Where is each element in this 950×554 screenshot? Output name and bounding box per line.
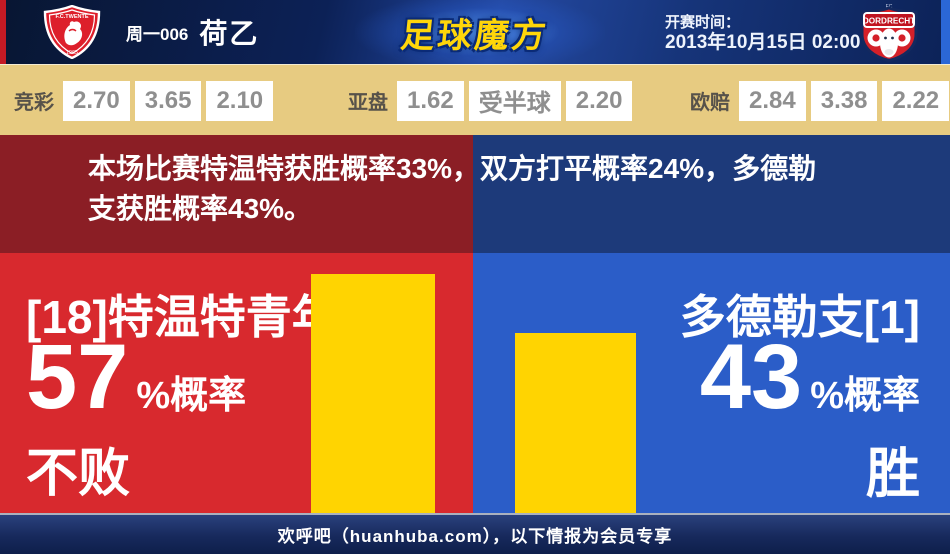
odds-label-jingcai: 竞彩 (14, 92, 54, 114)
kickoff-block: 开赛时间： 2013年10月15日 02:00 (665, 14, 860, 54)
home-probability-unit: %概率 (136, 375, 247, 417)
home-probability-value: 57 (26, 326, 129, 428)
odds-group-oupei: 欧赔 2.84 3.38 2.22 (690, 65, 950, 136)
right-blue-edge (941, 0, 950, 64)
home-probability: 57 %概率 (26, 331, 246, 423)
svg-text:F.C.TWENTE: F.C.TWENTE (56, 14, 89, 20)
summary-strip-home-bg (0, 135, 473, 253)
match-info: 周一006 荷乙 (126, 0, 259, 64)
kickoff-time: 2013年10月15日 02:00 (665, 32, 861, 53)
odds-value-box: 1.62 (397, 80, 464, 121)
away-probability-unit: %概率 (810, 375, 920, 417)
odds-value-box: 2.10 (206, 80, 274, 121)
footer-bar: 欢呼吧（huanhuba.com），以下情报为会员专享 (0, 515, 950, 554)
summary-strip (0, 135, 950, 253)
brand-glow (355, 0, 605, 70)
odds-bar: 竞彩 2.70 3.65 2.10 亚盘 1.62 受半球 2.20 欧赔 2.… (0, 64, 950, 135)
site-logo-zuqiumofang: 足球魔方 (398, 16, 551, 55)
left-red-edge (0, 0, 6, 64)
footer-promo-text: 欢呼吧（huanhuba.com），以下情报为会员专享 (277, 527, 673, 546)
odds-value-box: 2.22 (882, 80, 950, 121)
odds-value-box: 2.70 (63, 80, 130, 121)
svg-text:1965: 1965 (66, 50, 78, 56)
match-probability-summary: 本场比赛特温特获胜概率33%，双方打平概率24%，多德勒支获胜概率43%。 (88, 153, 817, 224)
league-name: 荷乙 (199, 18, 260, 49)
away-probability: 43 %概率 (700, 331, 920, 423)
home-team-crest-twente-icon: F.C.TWENTE 1965 (43, 5, 101, 59)
away-team-name: 多德勒支[1] (679, 291, 920, 343)
away-outcome: 胜 (866, 444, 920, 504)
odds-value-box: 3.65 (134, 80, 202, 121)
odds-value-box: 2.20 (565, 80, 633, 121)
odds-label-oupei: 欧赔 (690, 92, 730, 114)
away-team-crest-dordrecht-icon: FC DORDRECHT (860, 4, 918, 62)
header-bar: F.C.TWENTE 1965 周一006 荷乙 足球魔方 开赛时间： 2013… (0, 0, 950, 70)
odds-value-box: 3.38 (810, 80, 878, 121)
probability-comparison: 本场比赛特温特获胜概率33%，双方打平概率24%，多德勒支获胜概率43%。 [1… (0, 135, 950, 513)
kickoff-label: 开赛时间： (665, 14, 741, 31)
match-code: 周一006 (126, 24, 189, 44)
away-probability-bar (515, 333, 636, 513)
home-team-name: [18]特温特青年 (26, 291, 338, 343)
odds-value-box: 受半球 (468, 80, 561, 121)
summary-strip-away-bg (473, 135, 950, 253)
away-probability-value: 43 (699, 326, 803, 428)
home-outcome: 不败 (26, 445, 131, 503)
odds-label-yapan: 亚盘 (348, 92, 388, 114)
odds-group-yapan: 亚盘 1.62 受半球 2.20 (348, 65, 633, 136)
odds-value-box: 2.84 (739, 80, 806, 121)
odds-group-jingcai: 竞彩 2.70 3.65 2.10 (14, 65, 274, 136)
svg-text:DORDRECHT: DORDRECHT (863, 17, 915, 26)
home-probability-bar (311, 274, 435, 513)
footer-divider (0, 513, 950, 515)
